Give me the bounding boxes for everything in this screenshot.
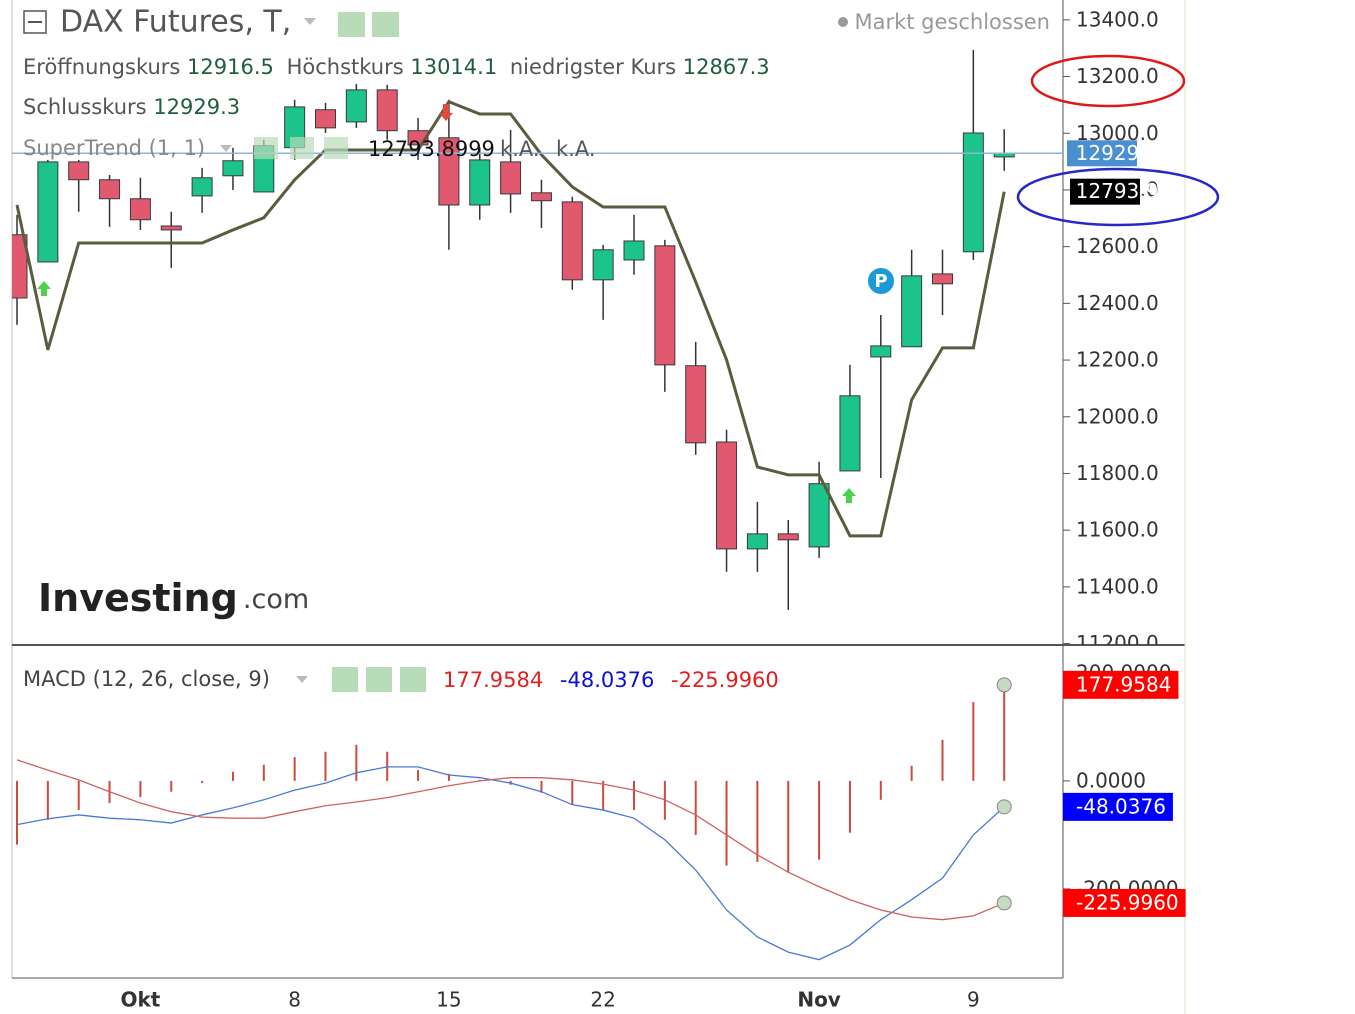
legend-value: 12929.3 (153, 95, 240, 119)
x-tick-label: 8 (288, 988, 301, 1012)
legend-value: -225.9960 (671, 668, 779, 692)
candle-body (37, 161, 59, 263)
last-price-label: 12929.3 (1076, 141, 1159, 165)
candle-body (500, 161, 522, 195)
y-tick-label: 11400.0 (1076, 574, 1159, 598)
value-box-label: -225.9960 (1076, 890, 1179, 914)
supertrend-box (1070, 178, 1140, 205)
candle-body (592, 249, 614, 281)
y-tick-label: 11600.0 (1076, 518, 1159, 542)
logo-text: .com (243, 584, 309, 615)
candle-body (839, 395, 861, 472)
ohlc-legend: Eröffnungskurs 12916.5 Höchstkurs 13014.… (23, 55, 770, 79)
value-box (1063, 888, 1186, 917)
last-price-box (1067, 140, 1137, 167)
y-tick-label: 11200.0 (1076, 631, 1159, 655)
status: Markt geschlossen (854, 10, 1050, 34)
candle-body (191, 177, 213, 197)
y-tick-label: 12400.0 (1076, 291, 1159, 315)
candle-body (345, 89, 367, 123)
candle-body (222, 160, 244, 177)
value-box (1063, 792, 1173, 821)
chart-title: DAX Futures, T, (60, 5, 291, 40)
icon[interactable] (372, 12, 399, 37)
candle-body (99, 179, 121, 200)
candle-body (129, 198, 151, 221)
candle-body (376, 89, 398, 132)
candle-body (561, 201, 583, 281)
macd-legend: 177.9584 -48.0376 -225.9960 (443, 668, 779, 692)
y-tick-label: 12600.0 (1076, 234, 1159, 258)
indicator-na: k.A. (500, 137, 540, 161)
logo-text: Investing (38, 576, 238, 620)
indicator-line (16, 759, 1005, 921)
supertrend-label: 12793.9 (1076, 179, 1159, 203)
candle-body (870, 345, 892, 358)
x-tick-label: Nov (797, 988, 841, 1012)
candle-body (932, 273, 953, 285)
candle-body (654, 245, 676, 366)
pivot-marker: P (874, 271, 887, 292)
y-tick-label: 11800.0 (1076, 461, 1159, 485)
legend-value: 13014.1 (410, 55, 497, 79)
header: DAX Futures, T, Markt geschlossen Eröffn… (23, 5, 1220, 692)
candle-body (469, 159, 491, 206)
ohlc-legend: Schlusskurs 12929.3 (23, 95, 240, 119)
candle-body (68, 161, 90, 181)
annotation-ellipse (1030, 54, 1186, 108)
point-marker (996, 677, 1012, 693)
candle-body (901, 275, 923, 348)
candle-body (315, 109, 336, 129)
candle-body (160, 225, 182, 231)
legend-value: 12867.3 (683, 55, 770, 79)
x-tick-label: Okt (120, 988, 160, 1012)
value-box-label: -48.0376 (1076, 794, 1166, 818)
point-marker (996, 799, 1012, 815)
macd-title: MACD (12, 26, close, 9) (23, 667, 270, 691)
supertrend-line (15, 99, 1006, 538)
candle-body (716, 441, 738, 550)
x-tick-label: 22 (590, 988, 615, 1012)
indicator-line (16, 766, 1005, 961)
x-tick-label: 15 (436, 988, 461, 1012)
indicator-value: 12793.8999 (368, 137, 495, 161)
legend-label: Eröffnungskurs (23, 55, 180, 79)
legend-label: niedrigster Kurs (510, 55, 676, 79)
logo: Investing .com (38, 576, 309, 620)
y-tick-label: 13400.0 (1076, 7, 1159, 31)
annotation-ellipse (1016, 167, 1220, 227)
x-tick-label: 9 (967, 988, 980, 1012)
y-tick-label: 12200.0 (1076, 348, 1159, 372)
value-box (1063, 670, 1179, 699)
point-marker (996, 895, 1012, 911)
legend-label: Höchstkurs (287, 55, 404, 79)
candle-body (530, 192, 552, 202)
signal-arrows (37, 104, 856, 503)
y-tick-label: 0.0000 (1076, 768, 1146, 792)
candle-body (12, 234, 28, 299)
candle-body (808, 483, 830, 548)
candle-body (777, 533, 799, 541)
y-tick-label: 13200.0 (1076, 64, 1159, 88)
candle-body (962, 132, 984, 253)
legend-label: Schlusskurs (23, 95, 147, 119)
legend-value: -48.0376 (560, 668, 654, 692)
icon[interactable] (338, 12, 365, 37)
candle-body (746, 533, 768, 550)
candle-body (685, 365, 707, 444)
frame (11, 0, 1186, 1014)
value-box-label: 177.9584 (1076, 672, 1171, 696)
y-tick-label: 12000.0 (1076, 404, 1159, 428)
legend-value: 177.9584 (443, 668, 543, 692)
candle-body (623, 240, 645, 261)
candle-body (438, 137, 460, 206)
legend-value: 12916.5 (187, 55, 274, 79)
indicator-name: SuperTrend (1, 1) (23, 136, 205, 160)
indicator-na: k.A. (556, 137, 596, 161)
